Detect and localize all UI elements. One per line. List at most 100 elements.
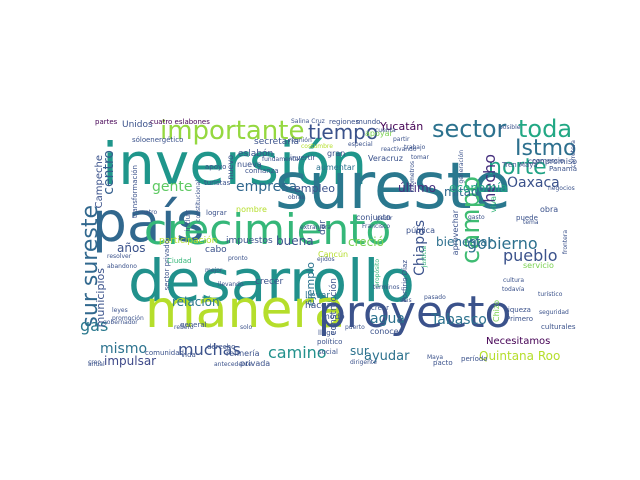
word-cloud-word: llevando xyxy=(218,281,244,288)
word-cloud-word: apoyar xyxy=(365,129,393,138)
word-cloud-word: Chizo xyxy=(492,300,501,322)
word-cloud-word: Tren Maya xyxy=(502,161,538,169)
word-cloud: inversión país sureste desarrollo crecimient… xyxy=(80,117,577,368)
word-cloud-word: Tabasco xyxy=(431,312,487,328)
word-cloud-word: crear xyxy=(371,304,390,312)
word-cloud-word: Yucatán xyxy=(380,120,424,133)
word-cloud-word: sólo xyxy=(132,136,147,144)
word-cloud-word: Istmo xyxy=(515,136,577,161)
word-cloud-word: gobierno xyxy=(467,234,538,253)
word-cloud-word: resolver xyxy=(107,253,132,260)
word-cloud-word: cabo xyxy=(205,245,227,255)
word-cloud-word: Veracruz xyxy=(368,154,403,163)
word-cloud-word: eslabón xyxy=(238,149,274,159)
word-cloud-word: modo xyxy=(322,312,345,321)
word-cloud-word: buena xyxy=(276,234,314,248)
word-cloud-word: términos xyxy=(373,284,400,291)
word-cloud-word: ayudar xyxy=(364,349,410,364)
word-cloud-word: pasado xyxy=(424,294,446,301)
word-cloud-word: Porfirio Díaz xyxy=(401,260,409,303)
word-cloud-word: conjunto xyxy=(356,213,391,222)
word-cloud-word: seguridad xyxy=(539,309,569,316)
word-cloud-word: cuatro xyxy=(138,209,158,216)
word-cloud-word: desarrollo xyxy=(128,247,415,315)
word-cloud-word: muchas xyxy=(178,340,241,359)
word-cloud-word: Salina Cruz xyxy=(291,118,325,125)
word-cloud-word: frontera xyxy=(562,230,569,255)
word-cloud-word: impulsar xyxy=(104,354,157,368)
word-cloud-word: riqueza xyxy=(505,306,531,314)
word-cloud-word: comunidad xyxy=(145,349,184,357)
word-cloud-word: Quintana Roo xyxy=(479,349,561,363)
word-cloud-word: generación xyxy=(458,150,465,184)
word-cloud-word: creció xyxy=(348,235,384,249)
word-cloud-word: hacen xyxy=(305,301,333,311)
word-cloud-word: nuevo xyxy=(226,155,235,180)
word-cloud-word: gente xyxy=(152,179,193,195)
word-cloud-word: proyecto xyxy=(318,287,512,338)
word-cloud-word: mundo xyxy=(356,118,381,126)
word-cloud-word: todavía xyxy=(502,286,525,293)
word-cloud-word: tema xyxy=(523,219,539,226)
word-cloud-word: fundamental xyxy=(262,156,301,163)
word-cloud-word: gobernador xyxy=(103,319,138,326)
word-cloud-word: agua xyxy=(370,311,405,327)
word-cloud-word: nombre xyxy=(236,205,267,214)
word-cloud-word: derecho xyxy=(207,343,236,351)
word-cloud-word: pueblo xyxy=(503,246,558,265)
word-cloud-word: general xyxy=(180,321,207,329)
word-cloud-word: Panamá xyxy=(548,165,577,173)
word-cloud-word: aprovechar xyxy=(451,210,460,256)
word-cloud-word: carretera xyxy=(570,140,577,168)
word-cloud-word: tiempo xyxy=(308,120,379,144)
word-cloud-word: propósito xyxy=(374,259,381,288)
word-cloud-word: cuenta xyxy=(375,127,396,134)
word-cloud-word: gasto xyxy=(468,214,485,221)
word-cloud-word: comercio xyxy=(532,157,565,165)
word-cloud-word: Francisco xyxy=(362,223,391,230)
word-cloud-word: crecer xyxy=(255,277,284,287)
word-cloud-word: Oaxaca xyxy=(507,175,560,191)
word-cloud-word: culturales xyxy=(541,323,576,331)
word-cloud-word: especial xyxy=(348,141,373,148)
word-cloud-word: conocer xyxy=(370,327,402,336)
word-cloud-word: negocios xyxy=(548,185,575,192)
word-cloud-word: pacto xyxy=(433,359,453,367)
word-cloud-word: antecedente xyxy=(214,361,252,368)
word-cloud-word: reunión xyxy=(289,137,312,144)
word-cloud-word: último xyxy=(398,181,437,195)
word-cloud-word: obra xyxy=(540,205,559,214)
word-cloud-word: tomar xyxy=(411,154,430,161)
word-cloud-word: cuatro eslabones xyxy=(150,118,210,126)
word-cloud-word: refiero xyxy=(174,324,194,331)
word-cloud-word: cultura xyxy=(503,277,525,284)
word-cloud-word: crecimiento xyxy=(144,205,392,254)
word-cloud-word: vida xyxy=(181,351,196,359)
word-cloud-word: trabajo xyxy=(404,144,426,151)
word-cloud-word: secretaría xyxy=(254,137,299,147)
word-cloud-word: anual xyxy=(88,361,105,368)
word-cloud-word: Primero xyxy=(506,315,534,323)
word-cloud-word: Campeche xyxy=(94,155,105,209)
word-cloud-word: sureste xyxy=(275,150,511,224)
word-cloud-word: Maya xyxy=(427,354,444,361)
word-cloud-word: constitucional xyxy=(195,180,202,222)
word-cloud-word: sur xyxy=(350,344,369,358)
word-cloud-word: incluir xyxy=(184,210,192,232)
word-cloud-word: posible xyxy=(499,124,521,131)
word-cloud-word: participación xyxy=(159,236,218,246)
word-cloud-word: lograr xyxy=(206,209,227,217)
word-cloud-word: empleo xyxy=(294,182,336,195)
word-cloud-word: norte xyxy=(488,155,547,180)
word-cloud-word: impuestos xyxy=(226,236,273,246)
word-cloud-word: promoción xyxy=(112,315,144,322)
word-cloud-word: privada xyxy=(240,359,271,368)
word-cloud-word: mismo xyxy=(100,341,148,357)
word-cloud-word: mejor xyxy=(205,267,223,274)
word-cloud-word: dirigente xyxy=(350,359,377,366)
word-cloud-word: abandono xyxy=(107,263,137,270)
word-cloud-word: compromiso xyxy=(527,157,577,166)
word-cloud-word: seis xyxy=(400,297,412,304)
word-cloud-word: refinería xyxy=(226,349,260,358)
word-cloud-word: creo xyxy=(88,359,101,366)
